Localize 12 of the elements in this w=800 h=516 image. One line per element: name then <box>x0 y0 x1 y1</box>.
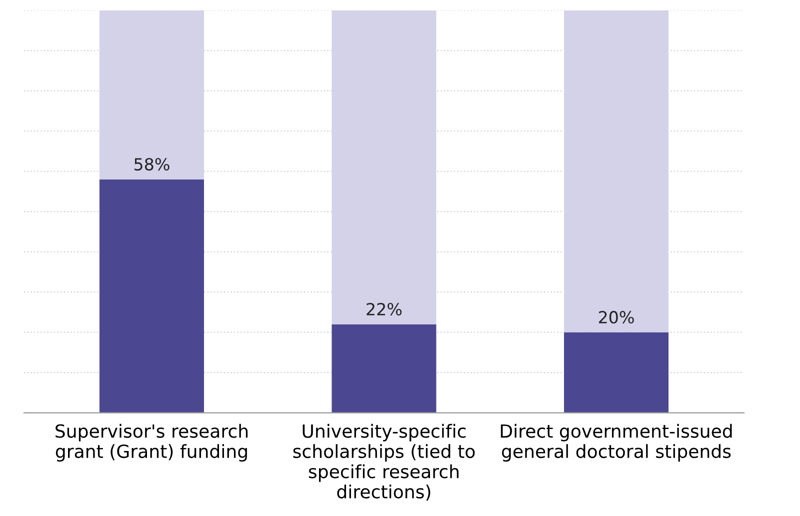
x-tick-label: Direct government-issued general doctoral stipends <box>500 424 732 462</box>
bar <box>99 10 204 180</box>
data-label: 22% <box>366 302 402 316</box>
data-label: 20% <box>598 310 634 324</box>
bar <box>99 179 204 413</box>
bar <box>332 324 436 413</box>
bar <box>564 332 669 413</box>
bar <box>332 10 436 324</box>
x-tick-label: Supervisor's research grant (Grant) funding <box>56 424 248 462</box>
data-label: 58% <box>134 158 170 171</box>
x-tick-label: University-specific scholarships (tied to specific research directions) <box>293 424 475 501</box>
bar <box>564 10 669 332</box>
